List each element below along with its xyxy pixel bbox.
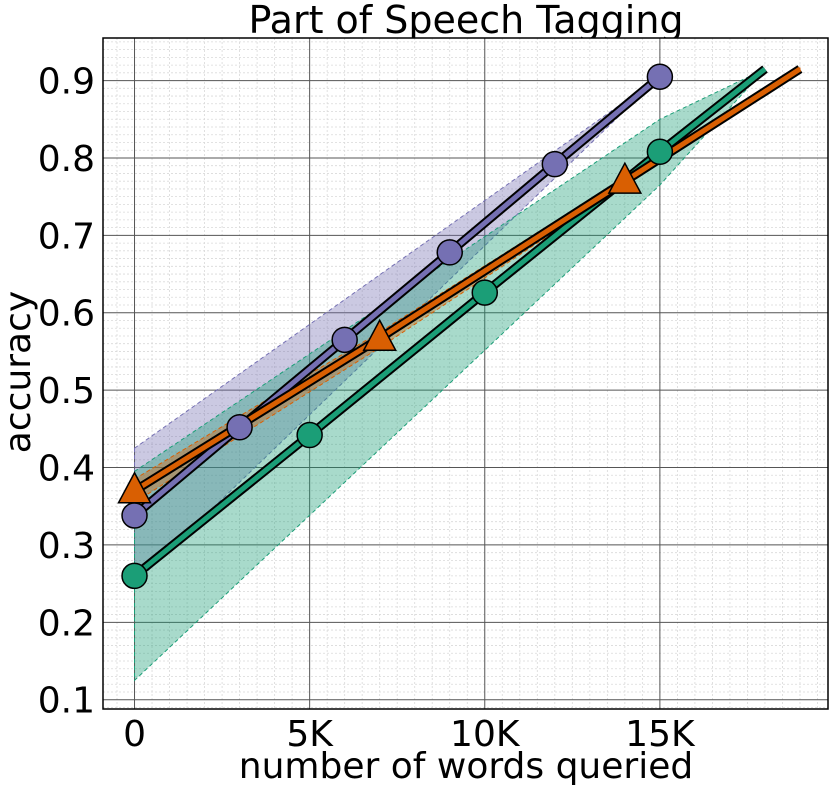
chart-title: Part of Speech Tagging [248,0,683,42]
y-tick-label: 0.5 [38,371,95,412]
minor-grid [103,38,828,709]
x-tick-label: 10K [450,714,521,755]
series-layer [117,63,803,682]
plot-frame [102,37,829,710]
x-tick-label: 15K [625,714,696,755]
y-axis-title: accuracy [0,291,39,453]
y-tick-label: 0.2 [38,603,95,644]
tick-labels: 0 5K 10K 15K 0.1 0.2 0.3 0.4 0.5 0.6 0.7 0.8 0.9 [38,62,696,755]
series-0-point [121,502,148,529]
series-1-point [646,138,674,166]
series-0-point [331,326,358,354]
y-tick-label: 0.7 [38,216,95,257]
y-tick-label: 0.1 [38,681,95,722]
y-tick-label: 0.6 [38,294,95,335]
y-tick-label: 0.8 [38,139,95,180]
series-0-point [541,150,569,178]
x-tick-label: 5K [286,714,334,755]
series-2-point [117,471,152,504]
series-0-line [132,74,662,518]
series-2-point [607,161,643,194]
plot-area: 0 5K 10K 15K 0.1 0.2 0.3 0.4 0.5 0.6 0.7 0.8 0.9 [38,37,829,755]
y-tick-label: 0.9 [38,62,95,103]
series-1-point [121,562,148,590]
series-1-point [471,279,499,306]
y-tick-label: 0.3 [38,526,95,567]
y-tick-label: 0.4 [38,449,95,490]
series-0-point [646,63,674,90]
series-1-point [296,421,323,449]
x-tick-label: 0 [123,714,146,755]
series-2-line [133,66,802,493]
series-0-point [436,239,463,266]
plot-background [103,38,828,709]
series-0-point [226,414,253,441]
x-axis-title: number of words queried [239,746,693,785]
major-grid [103,38,828,709]
series-2-point [362,318,397,352]
